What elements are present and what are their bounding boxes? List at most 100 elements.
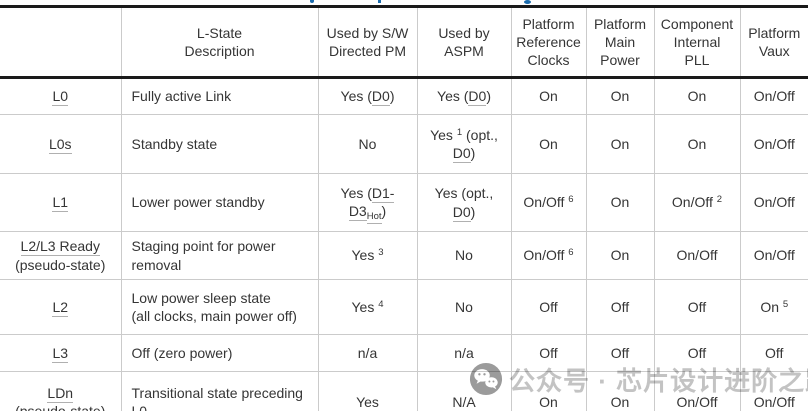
text-segment: On bbox=[539, 88, 558, 105]
table-cell: Low power sleep state (all clocks, main p… bbox=[120, 279, 318, 335]
crossref-link[interactable]: L0s bbox=[48, 135, 72, 154]
table-cell: On/Off bbox=[739, 173, 808, 232]
table-cell: n/a bbox=[317, 334, 417, 372]
text-segment: Yes bbox=[430, 126, 457, 143]
crossref-link[interactable]: Hot bbox=[366, 211, 382, 225]
table-cell: On bbox=[585, 77, 654, 115]
text-segment: Off bbox=[687, 298, 707, 315]
text-segment: Yes bbox=[351, 247, 379, 264]
text-segment: On bbox=[610, 88, 630, 105]
table-cell: Off bbox=[653, 279, 740, 335]
table-cell: Off bbox=[739, 334, 808, 372]
text-segment: Off bbox=[539, 298, 558, 315]
clipped-caption-fragment bbox=[310, 0, 314, 3]
text-segment: On bbox=[760, 298, 783, 315]
state-cell: L0 bbox=[0, 78, 121, 115]
table-cell: On/Off bbox=[653, 371, 740, 411]
table-cell: On bbox=[510, 114, 586, 174]
text-segment: Off bbox=[610, 298, 630, 315]
table-cell: Lower power standby bbox=[120, 173, 318, 232]
text-segment: Yes ( bbox=[340, 88, 372, 105]
text-segment: Off (zero power) bbox=[131, 344, 233, 361]
header-row: L-State Description Used by S/W Directed PM… bbox=[0, 6, 808, 78]
text-segment: ) bbox=[381, 203, 387, 220]
text-segment: On bbox=[610, 135, 630, 152]
text-segment: Off bbox=[539, 344, 558, 361]
text-segment: n/a bbox=[454, 344, 474, 361]
table-row: LDn (pseudo-state) Transitional state prec… bbox=[0, 371, 808, 411]
text-segment: On bbox=[687, 135, 707, 152]
text-segment: Yes (opt., bbox=[434, 185, 494, 202]
clipped-caption-fragment bbox=[378, 0, 381, 3]
table-cell: On bbox=[585, 371, 654, 411]
table-cell: Yes (opt., D0) bbox=[416, 173, 511, 232]
table-cell: Off bbox=[510, 334, 586, 372]
crossref-link[interactable]: L1 bbox=[52, 194, 69, 213]
table-cell: Staging point for power removal bbox=[120, 231, 318, 280]
table-cell: On bbox=[510, 371, 586, 411]
crossref-link[interactable]: D3 bbox=[348, 203, 367, 222]
crossref-link[interactable]: D0 bbox=[371, 88, 390, 107]
text-segment: On/Off bbox=[753, 247, 795, 264]
table-cell: On/Off bbox=[653, 231, 740, 280]
crossref-link[interactable]: L3 bbox=[52, 344, 69, 363]
crossref-link[interactable]: L0 bbox=[131, 403, 148, 411]
table-cell: Yes (D0) bbox=[416, 77, 511, 115]
table-cell: On/Off bbox=[739, 77, 808, 115]
table-cell: Off bbox=[653, 334, 740, 372]
text-segment: 5 bbox=[782, 298, 789, 310]
text-segment: On/Off bbox=[753, 88, 795, 105]
text-segment: (pseudo-state) bbox=[15, 403, 106, 411]
crossref-link[interactable]: D0 bbox=[452, 203, 471, 222]
table-row: L0 Fully active Link Yes (D0) Yes (D0) On On O… bbox=[0, 77, 808, 115]
crossref-link[interactable]: D1- bbox=[371, 185, 395, 204]
text-segment: Fully active Link bbox=[131, 88, 232, 105]
text-segment: On bbox=[539, 135, 558, 152]
table-cell: On/Off bbox=[739, 231, 808, 280]
column-header: Platform Reference Clocks bbox=[510, 6, 586, 78]
text-segment: On/Off bbox=[671, 194, 717, 211]
text-segment: 4 bbox=[378, 298, 384, 310]
text-segment: On bbox=[610, 393, 630, 410]
table-cell: Off bbox=[585, 279, 654, 335]
table-cell: Transitional state preceding L0 bbox=[120, 371, 318, 411]
text-segment: On bbox=[610, 247, 630, 264]
text-segment: Off bbox=[765, 344, 784, 361]
text-segment: Off bbox=[687, 344, 707, 361]
text-segment: Low power sleep state bbox=[131, 289, 271, 306]
state-cell: L1 bbox=[0, 174, 121, 232]
state-cell: L3 bbox=[0, 335, 121, 372]
table-cell: Off (zero power) bbox=[120, 334, 318, 372]
text-segment: Transitional state preceding bbox=[131, 384, 303, 401]
crossref-link[interactable]: L2 bbox=[52, 298, 69, 317]
text-segment: On/Off bbox=[753, 135, 795, 152]
table-cell: Fully active Link bbox=[120, 77, 318, 115]
column-header: L-State Description bbox=[120, 6, 318, 78]
crossref-link[interactable]: L0 bbox=[52, 88, 69, 107]
table-cell: On/Off 6 bbox=[510, 173, 586, 232]
text-segment: On/Off bbox=[523, 247, 569, 264]
crossref-link[interactable]: D0 bbox=[452, 145, 471, 164]
crossref-link[interactable]: L2/L3 Ready bbox=[20, 238, 100, 257]
text-segment: On/Off bbox=[676, 393, 718, 410]
text-segment: No bbox=[455, 298, 473, 315]
text-segment: Lower power standby bbox=[131, 194, 265, 211]
text-segment: On bbox=[539, 393, 558, 410]
state-cell: L2/L3 Ready (pseudo-state) bbox=[0, 232, 121, 280]
text-segment: 3 bbox=[378, 247, 384, 259]
table-cell: Yes bbox=[317, 371, 417, 411]
crossref-link[interactable]: D0 bbox=[468, 88, 487, 107]
table-row: L2 Low power sleep state (all clocks, main… bbox=[0, 279, 808, 335]
text-segment: Yes ( bbox=[437, 88, 469, 105]
text-segment: N/A bbox=[452, 393, 476, 410]
table-row: L0s Standby state No Yes 1 (opt., D0) On On On O… bbox=[0, 114, 808, 174]
table-cell: Yes 3 bbox=[317, 231, 417, 280]
table-cell: N/A bbox=[416, 371, 511, 411]
table-cell: On bbox=[585, 231, 654, 280]
crossref-link[interactable]: LDn bbox=[47, 384, 74, 403]
text-segment: 6 bbox=[568, 194, 574, 206]
column-header: Used by S/W Directed PM bbox=[317, 6, 417, 78]
text-segment: 6 bbox=[568, 247, 574, 259]
table-cell: On/Off 6 bbox=[510, 231, 586, 280]
